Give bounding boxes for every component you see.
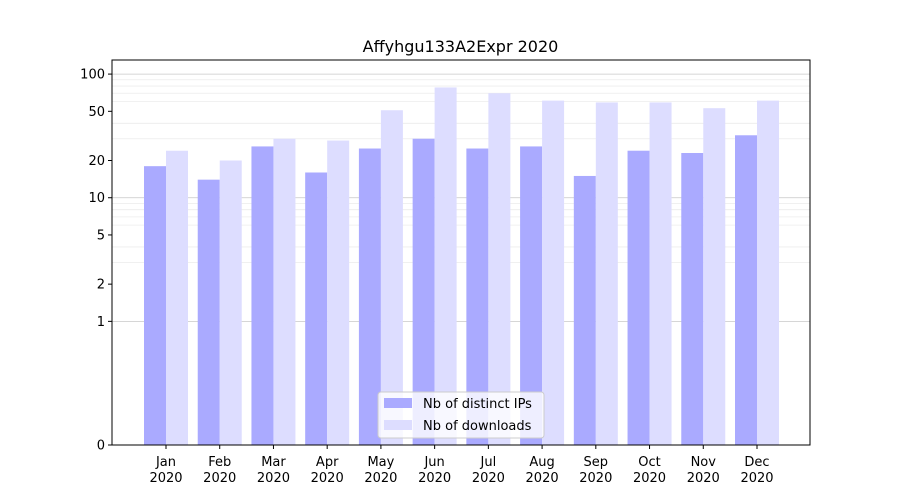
bar-downloads bbox=[595, 102, 618, 445]
x-tick-label: Feb 2020 bbox=[203, 455, 236, 486]
y-axis: 0 1 2 5 10 20 50 100 bbox=[80, 68, 112, 454]
chart-title: Affyhgu133A2Expr 2020 bbox=[363, 37, 559, 56]
y-tick-label: 0 bbox=[97, 439, 105, 454]
bar-distinct-ips bbox=[251, 146, 274, 445]
plot-frame bbox=[111, 59, 811, 446]
bar-distinct-ips bbox=[735, 135, 757, 445]
y-tick-label: 100 bbox=[80, 68, 105, 83]
bar-downloads bbox=[542, 100, 565, 445]
bar-distinct-ips bbox=[466, 148, 489, 445]
legend-label-distinct-ips: Nb of distinct IPs bbox=[423, 397, 532, 412]
x-tick-label: Mar 2020 bbox=[257, 455, 290, 486]
legend-box bbox=[377, 391, 545, 439]
bar-downloads bbox=[273, 138, 296, 446]
x-tick-label: May 2020 bbox=[364, 455, 397, 486]
x-tick-label: Jul 2020 bbox=[472, 455, 505, 486]
bar-downloads bbox=[434, 87, 457, 446]
bar-distinct-ips bbox=[358, 148, 381, 445]
bar-distinct-ips bbox=[573, 175, 596, 445]
x-tick-label: Dec 2020 bbox=[740, 455, 773, 486]
legend: Nb of distinct IPs Nb of downloads bbox=[377, 391, 545, 439]
x-tick-label: Nov 2020 bbox=[687, 455, 720, 486]
bar-downloads bbox=[380, 110, 403, 445]
bar-downloads bbox=[327, 140, 350, 445]
x-tick-label: Sep 2020 bbox=[579, 455, 612, 486]
legend-swatch-downloads bbox=[384, 420, 412, 430]
y-tick-label: 5 bbox=[97, 228, 105, 243]
bar-distinct-ips bbox=[144, 166, 166, 445]
bar-downloads bbox=[703, 108, 726, 445]
bar-distinct-ips bbox=[681, 153, 704, 445]
x-tick-label: Aug 2020 bbox=[526, 455, 559, 486]
bar-distinct-ips bbox=[412, 138, 435, 446]
y-tick-label: 2 bbox=[97, 278, 105, 293]
legend-label-downloads: Nb of downloads bbox=[423, 419, 532, 434]
bar-downloads bbox=[166, 150, 188, 445]
bar-distinct-ips bbox=[305, 172, 328, 446]
legend-swatch-distinct-ips bbox=[384, 398, 412, 408]
x-tick-label: Jun 2020 bbox=[418, 455, 451, 486]
bar-downloads bbox=[757, 100, 779, 445]
x-tick-label: Oct 2020 bbox=[633, 455, 666, 486]
bar-distinct-ips bbox=[627, 150, 650, 445]
bar-distinct-ips bbox=[520, 146, 543, 445]
y-tick-label: 1 bbox=[97, 315, 105, 330]
x-tick-label: Jan 2020 bbox=[149, 455, 182, 486]
bar-downloads bbox=[649, 102, 672, 445]
bars bbox=[144, 87, 779, 446]
x-axis: Jan 2020 Feb 2020 Mar 2020 Apr 2020 May 2020 Jun 20… bbox=[149, 445, 774, 486]
y-tick-label: 50 bbox=[88, 105, 105, 120]
y-tick-label: 20 bbox=[88, 154, 105, 169]
bar-distinct-ips bbox=[197, 179, 220, 446]
x-tick-label: Apr 2020 bbox=[311, 455, 344, 486]
bar-downloads bbox=[219, 160, 242, 445]
y-tick-label: 10 bbox=[88, 191, 105, 206]
bar-downloads bbox=[488, 93, 511, 445]
